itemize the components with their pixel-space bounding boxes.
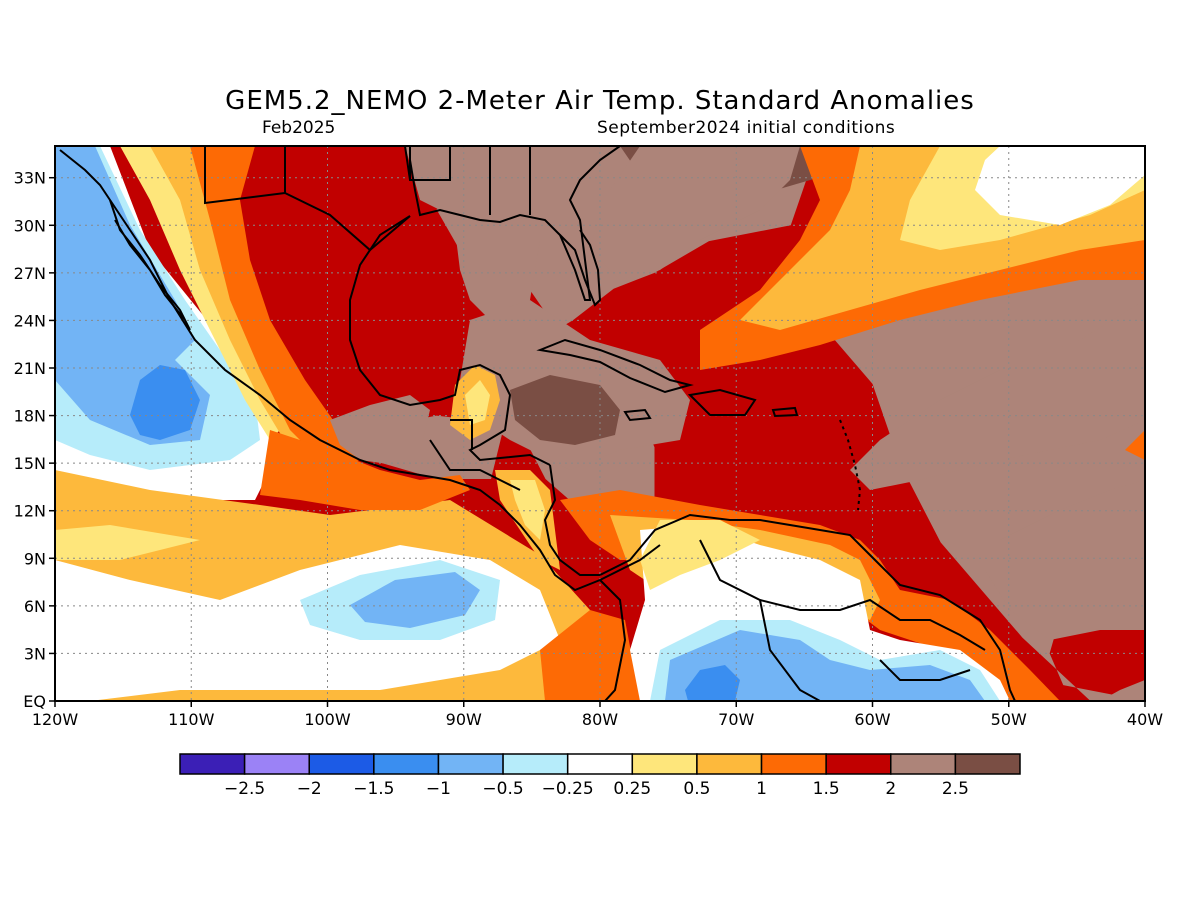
coast-central-america-east bbox=[543, 464, 600, 576]
coast-south-america bbox=[599, 513, 1016, 701]
shade-sa-blue bbox=[665, 630, 985, 701]
colorbar-swatch bbox=[502, 753, 569, 775]
lon-tick-label: 120W bbox=[32, 710, 79, 729]
grid bbox=[55, 146, 1145, 701]
coastlines bbox=[59, 146, 1016, 701]
coast-lesser-antilles bbox=[839, 419, 862, 511]
colorbar-label: 2 bbox=[885, 779, 896, 799]
lat-tick-label: 6N bbox=[24, 597, 46, 616]
colorbar-swatch bbox=[243, 753, 310, 775]
shade-sa-yellow bbox=[640, 520, 760, 590]
lat-tick-label: 12N bbox=[14, 502, 46, 521]
colorbar-label: −0.5 bbox=[482, 779, 523, 799]
lon-tick-label: 100W bbox=[304, 710, 351, 729]
colorbar-label: 0.25 bbox=[613, 779, 651, 799]
colorbar-label: −0.25 bbox=[542, 779, 594, 799]
coast-florida bbox=[559, 229, 602, 307]
coast-cuba bbox=[536, 338, 694, 394]
colorbar-swatch bbox=[437, 753, 504, 775]
colorbar-swatch bbox=[308, 753, 375, 775]
coast-north-america-pacific bbox=[59, 149, 661, 592]
lon-tick-label: 70W bbox=[718, 710, 754, 729]
colorbar-label: −2.5 bbox=[224, 779, 265, 799]
initial-conditions: September2024 initial conditions bbox=[597, 118, 896, 138]
coast-jamaica bbox=[623, 408, 652, 422]
colorbar-swatch bbox=[566, 753, 634, 775]
colorbar-label: −2 bbox=[297, 779, 322, 799]
colorbar-label: 0.5 bbox=[683, 779, 710, 799]
lon-tick-label: 40W bbox=[1127, 710, 1163, 729]
lat-tick-label: 15N bbox=[14, 454, 46, 473]
shade-centam-brown bbox=[330, 395, 430, 465]
colorbar-label: 1.5 bbox=[813, 779, 840, 799]
shade-atl-orange-east bbox=[1125, 430, 1145, 460]
shade-atlantic-brown bbox=[595, 146, 800, 280]
shade-coast-orange-south bbox=[260, 430, 470, 510]
coast-hispaniola bbox=[687, 388, 757, 416]
colorbar-swatch bbox=[954, 753, 1021, 775]
colorbar-swatch bbox=[696, 753, 763, 775]
colorbar-swatch bbox=[373, 753, 440, 775]
lon-tick-label: 110W bbox=[168, 710, 215, 729]
coast-baja bbox=[109, 199, 191, 331]
lat-tick-label: 9N bbox=[24, 549, 46, 568]
lon-tick-label: 90W bbox=[446, 710, 482, 729]
lon-tick-label: 60W bbox=[854, 710, 890, 729]
map-title: GEM5.2_NEMO 2-Meter Air Temp. Standard A… bbox=[225, 86, 975, 116]
shade-atl-brown-se bbox=[985, 480, 1145, 640]
shade-gulf-brown bbox=[405, 146, 650, 330]
border-us-mexico bbox=[204, 146, 411, 252]
shade-atl-brown-sw bbox=[1100, 680, 1145, 701]
lon-tick-label: 80W bbox=[582, 710, 618, 729]
colorbar bbox=[179, 753, 1021, 775]
lat-tick-label: 3N bbox=[24, 644, 46, 663]
lat-tick-label: 24N bbox=[14, 311, 46, 330]
forecast-month: Feb2025 bbox=[262, 118, 336, 138]
colorbar-label: −1 bbox=[426, 779, 451, 799]
colorbar-swatch bbox=[631, 753, 698, 775]
shade-yucatan-yellow bbox=[465, 380, 490, 425]
lat-tick-label: 33N bbox=[14, 169, 46, 188]
shade-pacific-blue bbox=[350, 572, 480, 628]
shade-caribbean-dark-brown bbox=[510, 375, 620, 445]
border-us-states bbox=[404, 146, 531, 215]
lat-tick-label: 18N bbox=[14, 407, 46, 426]
shade-coast-red bbox=[190, 146, 360, 470]
border-central-america bbox=[429, 419, 521, 491]
lat-tick-label: 30N bbox=[14, 216, 46, 235]
shade-centam-yellow bbox=[510, 480, 545, 540]
colorbar-labels: −2.5 −2 −1.5 −1 −0.5 −0.25 0.25 0.5 1 1.5 2 2.5 bbox=[224, 779, 969, 799]
shade-sa-mid-blue bbox=[685, 665, 740, 701]
shade-atl-white bbox=[975, 146, 1145, 225]
colorbar-swatch bbox=[825, 753, 892, 775]
colorbar-swatch bbox=[760, 753, 827, 775]
shade-pacific-yellow bbox=[55, 525, 200, 560]
colorbar-swatch bbox=[179, 753, 246, 775]
colorbar-label: 1 bbox=[756, 779, 767, 799]
lon-tick-label: 50W bbox=[991, 710, 1027, 729]
colorbar-label: −1.5 bbox=[353, 779, 394, 799]
lat-tick-label: EQ bbox=[23, 692, 46, 711]
longitude-axis: 120W 110W 100W 90W 80W 70W 60W 50W 40W bbox=[32, 701, 1163, 729]
lat-tick-label: 21N bbox=[14, 359, 46, 378]
latitude-axis: 33N 30N 27N 24N 21N 18N 15N 12N 9N 6N 3N EQ bbox=[14, 169, 55, 711]
plot-area bbox=[55, 146, 1145, 701]
shade-atl-brown-band bbox=[850, 300, 1145, 490]
shade-pacific-red-south bbox=[540, 610, 640, 701]
coast-puerto-rico bbox=[771, 406, 799, 418]
colorbar-label: 2.5 bbox=[942, 779, 969, 799]
border-south-america bbox=[699, 539, 986, 701]
shade-pacific-mid-blue bbox=[130, 365, 200, 440]
lat-tick-label: 27N bbox=[14, 264, 46, 283]
colorbar-swatch bbox=[890, 753, 957, 775]
coast-sa-pacific bbox=[599, 579, 627, 701]
